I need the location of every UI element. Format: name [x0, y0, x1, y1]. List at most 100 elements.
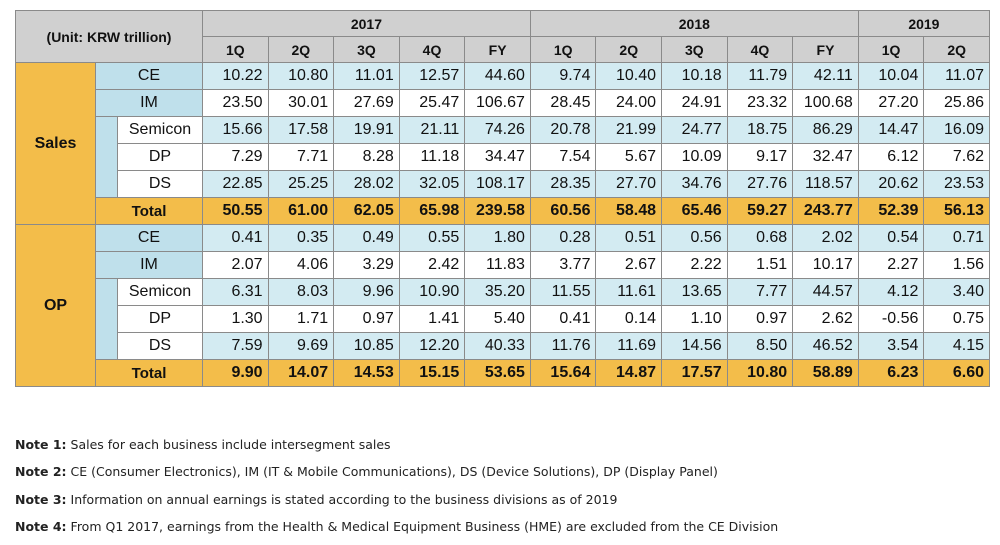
note-label: Note 4:: [15, 518, 67, 534]
value-cell: 0.75: [923, 305, 990, 333]
quarter-header: 2Q: [267, 36, 335, 63]
value-cell: 10.80: [267, 62, 335, 90]
value-cell: 18.75: [726, 116, 794, 144]
note-text: CE (Consumer Electronics), IM (IT & Mobi…: [66, 464, 718, 480]
value-cell: 27.69: [333, 89, 400, 117]
table-row: DP 7.29 7.71 8.28 11.18 34.47 7.54 5.67 10.09 9.1…: [16, 143, 990, 171]
value-cell: 14.47: [857, 116, 925, 144]
value-cell: 7.29: [202, 143, 269, 171]
value-cell: 11.83: [464, 251, 531, 279]
value-cell: 11.76: [529, 332, 597, 360]
value-cell: 0.35: [267, 224, 335, 252]
quarter-header: FY: [792, 36, 859, 63]
value-cell: 32.05: [398, 170, 466, 198]
row-sublabel: DP: [117, 143, 203, 171]
value-cell: 239.58: [464, 197, 531, 225]
table-row: Semicon 15.66 17.58 19.91 21.11 74.26 20.78 21.…: [16, 116, 990, 198]
value-cell: 28.35: [529, 170, 597, 198]
value-cell: 30.01: [267, 89, 335, 117]
value-cell: 46.52: [792, 332, 859, 360]
note-label: Note 1:: [15, 437, 67, 452]
value-cell: 2.07: [202, 251, 269, 279]
value-cell: 3.40: [923, 278, 990, 306]
value-cell: 6.60: [923, 359, 990, 387]
quarter-header: 4Q: [726, 36, 794, 63]
value-cell: 28.02: [333, 170, 400, 198]
value-cell: 17.58: [267, 116, 335, 144]
table-row: OP CE 0.41 0.35 0.49 0.55 1.80 0.28 0.51 0.56 0.68…: [15, 224, 990, 387]
value-cell: 3.77: [529, 251, 597, 279]
value-cell: 0.55: [398, 224, 466, 252]
value-cell: 86.29: [792, 116, 859, 144]
value-cell: 0.71: [923, 224, 990, 252]
value-cell: 3.29: [333, 251, 400, 279]
note-text: Information on annual earnings is stated…: [66, 491, 618, 507]
note-label: Note 2:: [15, 464, 67, 480]
value-cell: 7.59: [202, 332, 269, 360]
value-cell: 44.60: [464, 62, 531, 90]
value-cell: 10.04: [857, 62, 925, 90]
value-cell: 60.56: [529, 197, 597, 225]
value-cell: 61.00: [267, 197, 335, 225]
value-cell: 10.80: [726, 359, 794, 387]
value-cell: 28.45: [529, 89, 597, 117]
value-cell: 27.20: [857, 89, 925, 117]
row-sublabel: Semicon: [117, 278, 203, 306]
value-cell: 10.90: [398, 278, 466, 306]
value-cell: 10.09: [661, 143, 728, 171]
quarter-header: FY: [464, 36, 531, 63]
unit-label: (Unit: KRW trillion): [15, 10, 203, 63]
row-label: CE: [95, 224, 203, 252]
value-cell: 8.03: [267, 278, 335, 306]
value-cell: 2.67: [595, 251, 663, 279]
value-cell: 25.86: [923, 89, 990, 117]
value-cell: 0.49: [333, 224, 400, 252]
value-cell: 25.25: [267, 170, 335, 198]
group-label: OP: [15, 224, 96, 387]
row-sublabel: DP: [117, 305, 203, 333]
value-cell: 40.33: [464, 332, 531, 360]
value-cell: 2.42: [398, 251, 466, 279]
table-row: DS 22.85 25.25 28.02 32.05 108.17 28.35 27.70 34…: [16, 170, 990, 198]
note-line: Note 2: CE (Consumer Electronics), IM (I…: [15, 463, 985, 490]
value-cell: 0.56: [661, 224, 728, 252]
value-cell: 21.11: [398, 116, 466, 144]
value-cell: 14.07: [267, 359, 335, 387]
note-line: Note 4: From Q1 2017, earnings from the …: [15, 518, 985, 545]
value-cell: 7.77: [726, 278, 794, 306]
value-cell: 42.11: [792, 62, 859, 90]
value-cell: 0.14: [595, 305, 663, 333]
value-cell: 4.06: [267, 251, 335, 279]
value-cell: 11.55: [529, 278, 597, 306]
value-cell: 14.87: [595, 359, 663, 387]
value-cell: 7.62: [923, 143, 990, 171]
value-cell: 11.01: [333, 62, 400, 90]
value-cell: 24.77: [661, 116, 728, 144]
value-cell: 0.28: [529, 224, 597, 252]
value-cell: 0.97: [726, 305, 794, 333]
value-cell: 65.46: [661, 197, 728, 225]
year-header: 2018: [529, 10, 859, 37]
value-cell: -0.56: [857, 305, 925, 333]
value-cell: 24.00: [595, 89, 663, 117]
value-cell: 23.32: [726, 89, 794, 117]
value-cell: 0.54: [857, 224, 925, 252]
value-cell: 2.27: [857, 251, 925, 279]
value-cell: 11.61: [595, 278, 663, 306]
value-cell: 6.23: [857, 359, 925, 387]
value-cell: 25.47: [398, 89, 466, 117]
note-text: Sales for each business include interseg…: [66, 437, 391, 452]
notes-section: Note 1: Sales for each business include …: [15, 436, 985, 545]
table-row: DS 7.59 9.69 10.85 12.20 40.33 11.76 11.69 14.56…: [16, 332, 990, 360]
value-cell: 15.66: [202, 116, 269, 144]
table-row: IM 23.50 30.01 27.69 25.47 106.67 28.45 24.00 24…: [16, 89, 990, 117]
table-row: Semicon 6.31 8.03 9.96 10.90 35.20 11.55 11.61 1…: [16, 278, 990, 360]
value-cell: 50.55: [202, 197, 269, 225]
value-cell: 12.57: [398, 62, 466, 90]
quarter-header: 4Q: [398, 36, 466, 63]
value-cell: 9.74: [529, 62, 597, 90]
value-cell: 1.41: [398, 305, 466, 333]
value-cell: 11.69: [595, 332, 663, 360]
value-cell: 44.57: [792, 278, 859, 306]
value-cell: 34.76: [661, 170, 728, 198]
